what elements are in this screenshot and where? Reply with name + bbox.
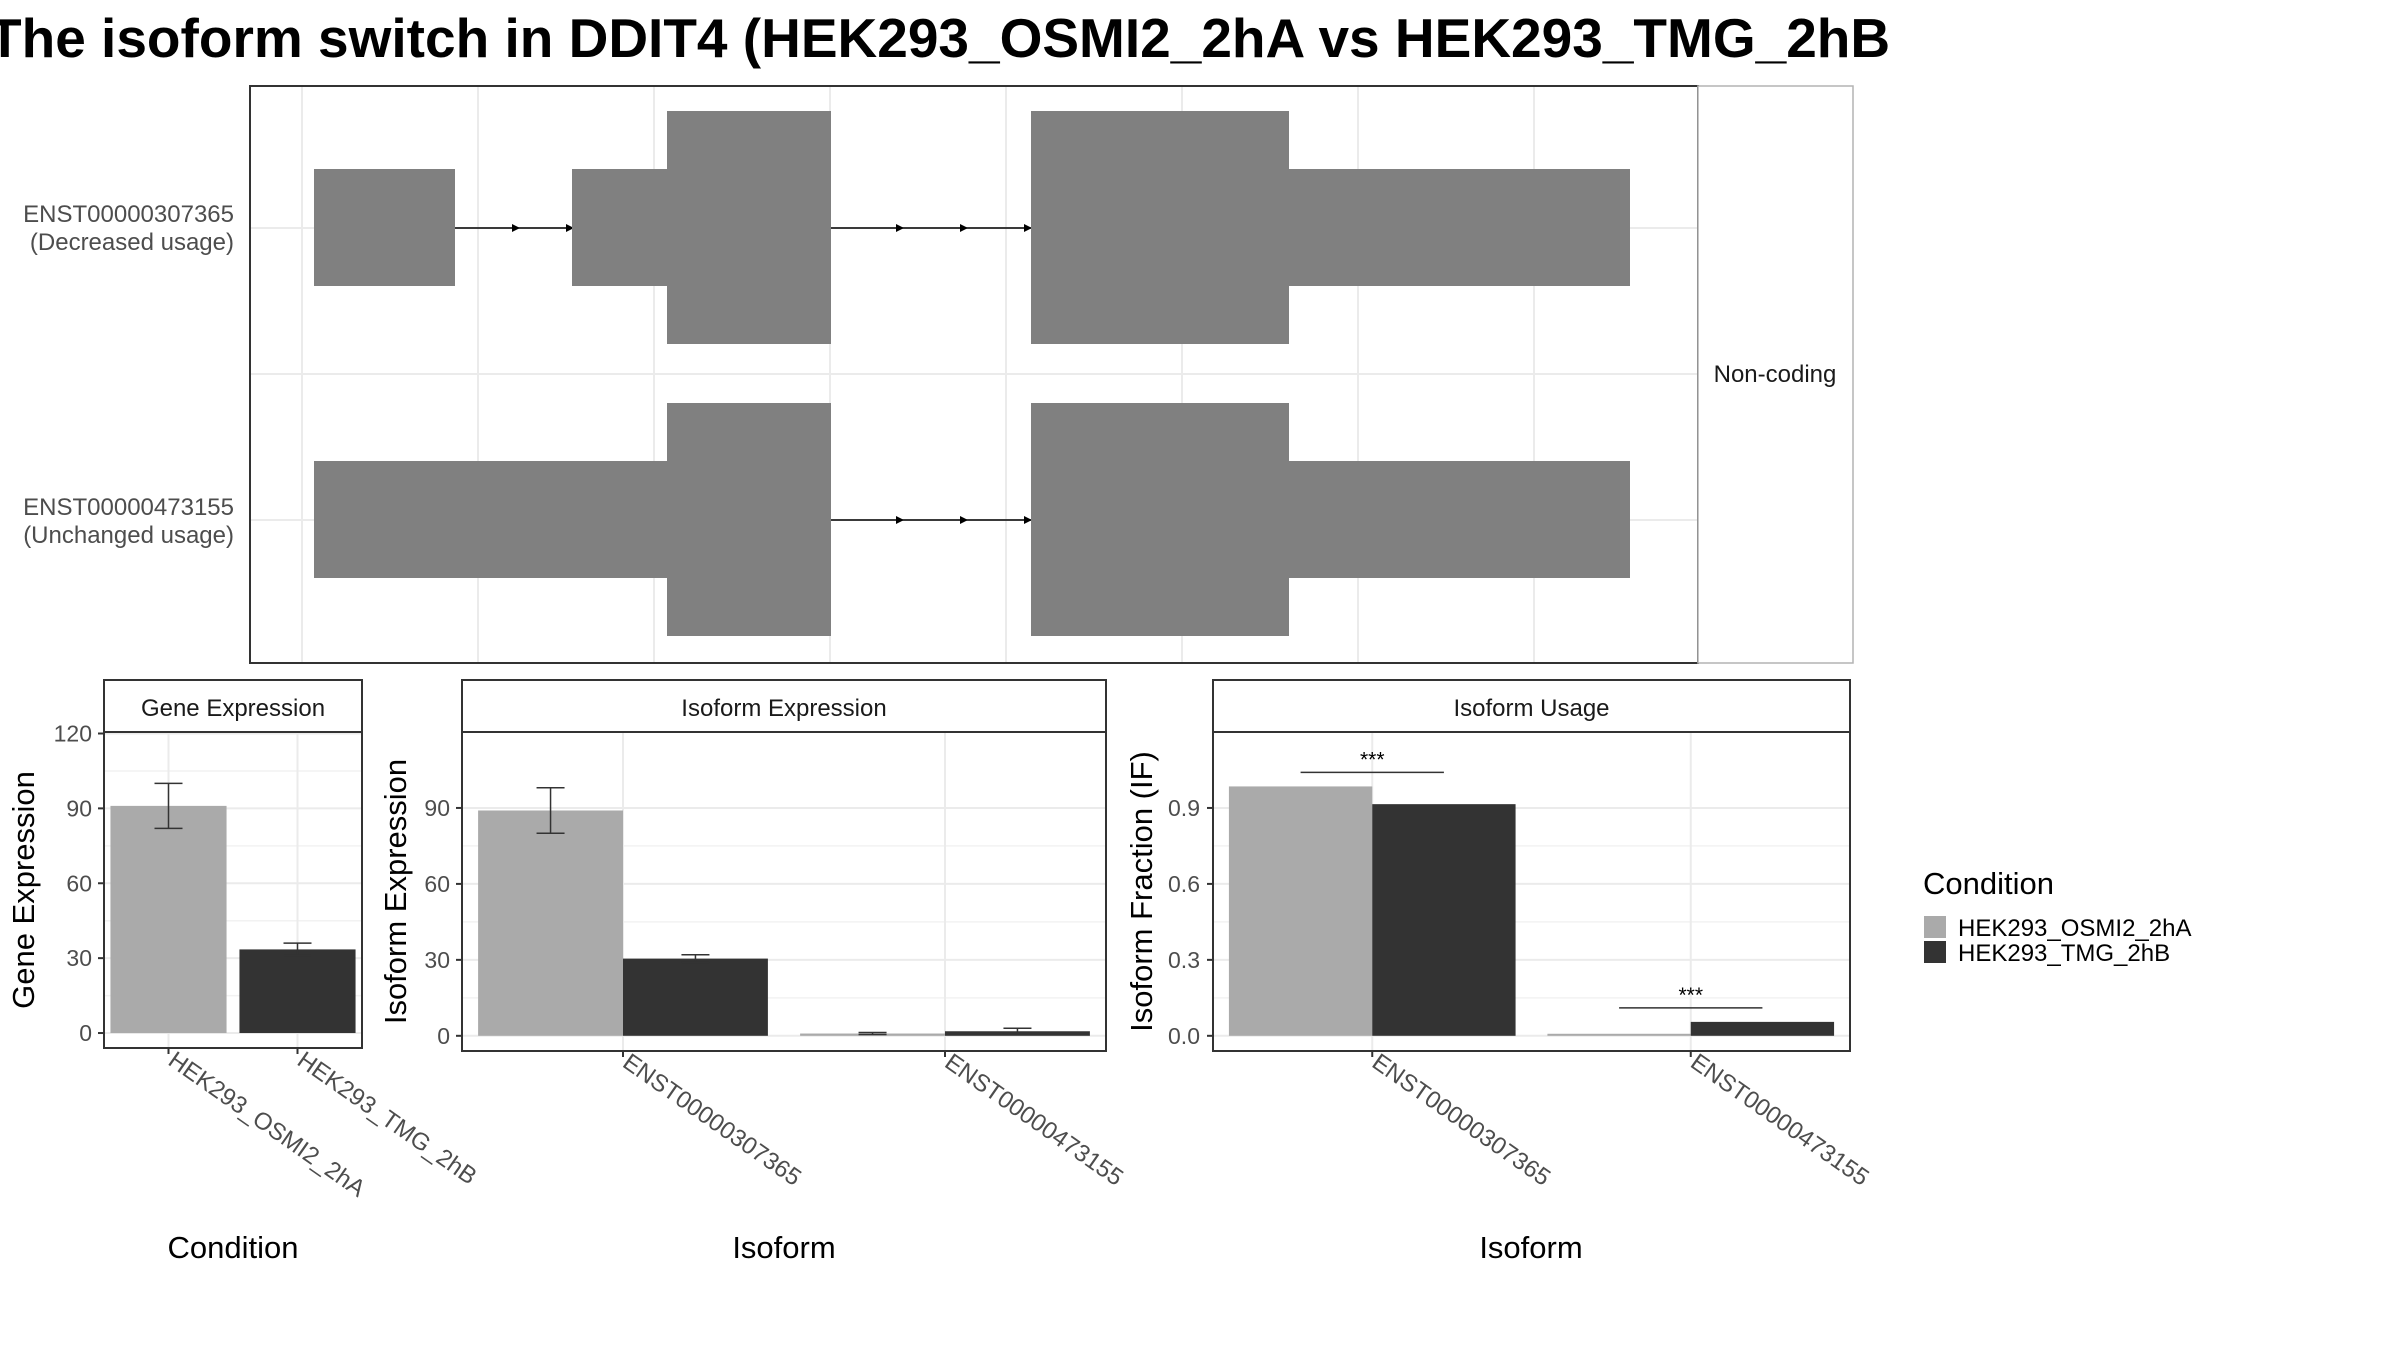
intron-arrow — [960, 516, 968, 524]
exon-block-coding — [1031, 403, 1289, 636]
intron-arrow — [566, 224, 574, 232]
exon-block-coding — [1031, 111, 1289, 344]
bar — [1547, 1033, 1691, 1036]
legend-label-osmi2: HEK293_OSMI2_2hA — [1958, 915, 2191, 942]
intron-arrow — [512, 224, 520, 232]
x-axis-title: Isoform — [732, 1230, 835, 1265]
y-axis-title: Isoform Fraction (IF) — [1124, 751, 1159, 1032]
legend: Condition HEK293_OSMI2_2hA HEK293_TMG_2h… — [1923, 866, 2191, 967]
y-tick-label: 0 — [437, 1023, 450, 1049]
transcript-structure-panel: Non-coding ENST00000307365 (Decreased us… — [23, 85, 1854, 664]
intron-arrow — [1024, 224, 1032, 232]
exon-block-coding — [667, 111, 831, 344]
intron-arrow — [1024, 516, 1032, 524]
exon-block — [314, 461, 668, 578]
exon-block — [1288, 169, 1630, 286]
bar — [478, 810, 623, 1036]
panel-strip — [461, 679, 1107, 733]
y-tick-label: 60 — [66, 870, 92, 896]
isoform-2-id-label: ENST00000473155 — [23, 494, 234, 521]
y-tick-label: 0.0 — [1168, 1023, 1200, 1049]
chart-panel-3: 0.0 0.3 0.6 0.9 *** ENST00000307365 *** ENST000… — [1124, 679, 1874, 1265]
bar — [623, 958, 768, 1036]
expression-panels: 0306090120HEK293_OSMI2_2hAHEK293_TMG_2hB… — [6, 679, 1874, 1265]
exon-block — [314, 169, 455, 286]
bar — [239, 949, 356, 1034]
exon-block-coding — [667, 403, 831, 636]
y-tick-label: 90 — [66, 795, 92, 821]
facet-strip — [1697, 85, 1854, 664]
significance-label: *** — [1678, 984, 1703, 1007]
bar — [110, 805, 227, 1034]
intron-arrow — [896, 516, 904, 524]
y-tick-label: 0.6 — [1168, 871, 1200, 897]
bar — [1690, 1021, 1835, 1036]
panel-strip — [103, 679, 363, 733]
exon-block — [572, 169, 668, 286]
x-category-label: ENST00000473155 — [1686, 1049, 1874, 1192]
page-title: The isoform switch in DDIT4 (HEK293_OSMI… — [0, 7, 1891, 69]
panel-title: Isoform Usage — [1453, 695, 1609, 722]
significance-label: *** — [1360, 748, 1385, 771]
bar — [1372, 804, 1516, 1036]
panel-title: Isoform Expression — [681, 695, 886, 722]
legend-swatch-osmi2 — [1924, 916, 1946, 938]
isoform-2-usage-label: (Unchanged usage) — [23, 522, 234, 549]
y-tick-label: 0.9 — [1168, 795, 1200, 821]
x-axis-title: Condition — [168, 1230, 299, 1265]
y-tick-label: 30 — [66, 945, 92, 971]
facet-label-non-coding: Non-coding — [1714, 361, 1837, 388]
x-axis-title: Isoform — [1479, 1230, 1582, 1265]
y-tick-label: 60 — [424, 871, 450, 897]
isoform-1-usage-label: (Decreased usage) — [30, 229, 234, 256]
y-axis-title: Gene Expression — [6, 771, 41, 1009]
x-category-label: ENST00000307365 — [1367, 1049, 1555, 1192]
isoform-2-structure — [314, 403, 1630, 636]
y-tick-label: 30 — [424, 947, 450, 973]
legend-title: Condition — [1923, 866, 2054, 901]
y-tick-label: 120 — [54, 720, 92, 746]
intron-arrow — [960, 224, 968, 232]
isoform-1-structure — [314, 111, 1630, 344]
x-category-label: ENST00000473155 — [940, 1049, 1128, 1192]
y-tick-label: 0.3 — [1168, 947, 1200, 973]
chart-panel-1: 0306090120HEK293_OSMI2_2hAHEK293_TMG_2hB… — [6, 679, 481, 1265]
intron-arrow — [896, 224, 904, 232]
isoform-1-id-label: ENST00000307365 — [23, 201, 234, 228]
legend-label-tmg: HEK293_TMG_2hB — [1958, 940, 2170, 967]
panel-strip — [1212, 679, 1851, 733]
y-tick-label: 90 — [424, 795, 450, 821]
legend-swatch-tmg — [1924, 941, 1946, 963]
y-axis-title: Isoform Expression — [378, 759, 413, 1024]
x-category-label: ENST00000307365 — [618, 1049, 806, 1192]
chart-panel-2: 0 30 60 90 ENST00000307365 ENST00000473155 Iso… — [378, 679, 1128, 1265]
bar — [1228, 786, 1373, 1036]
exon-block — [1288, 461, 1630, 578]
panel-title: Gene Expression — [141, 695, 325, 722]
y-tick-label: 0 — [79, 1020, 92, 1046]
